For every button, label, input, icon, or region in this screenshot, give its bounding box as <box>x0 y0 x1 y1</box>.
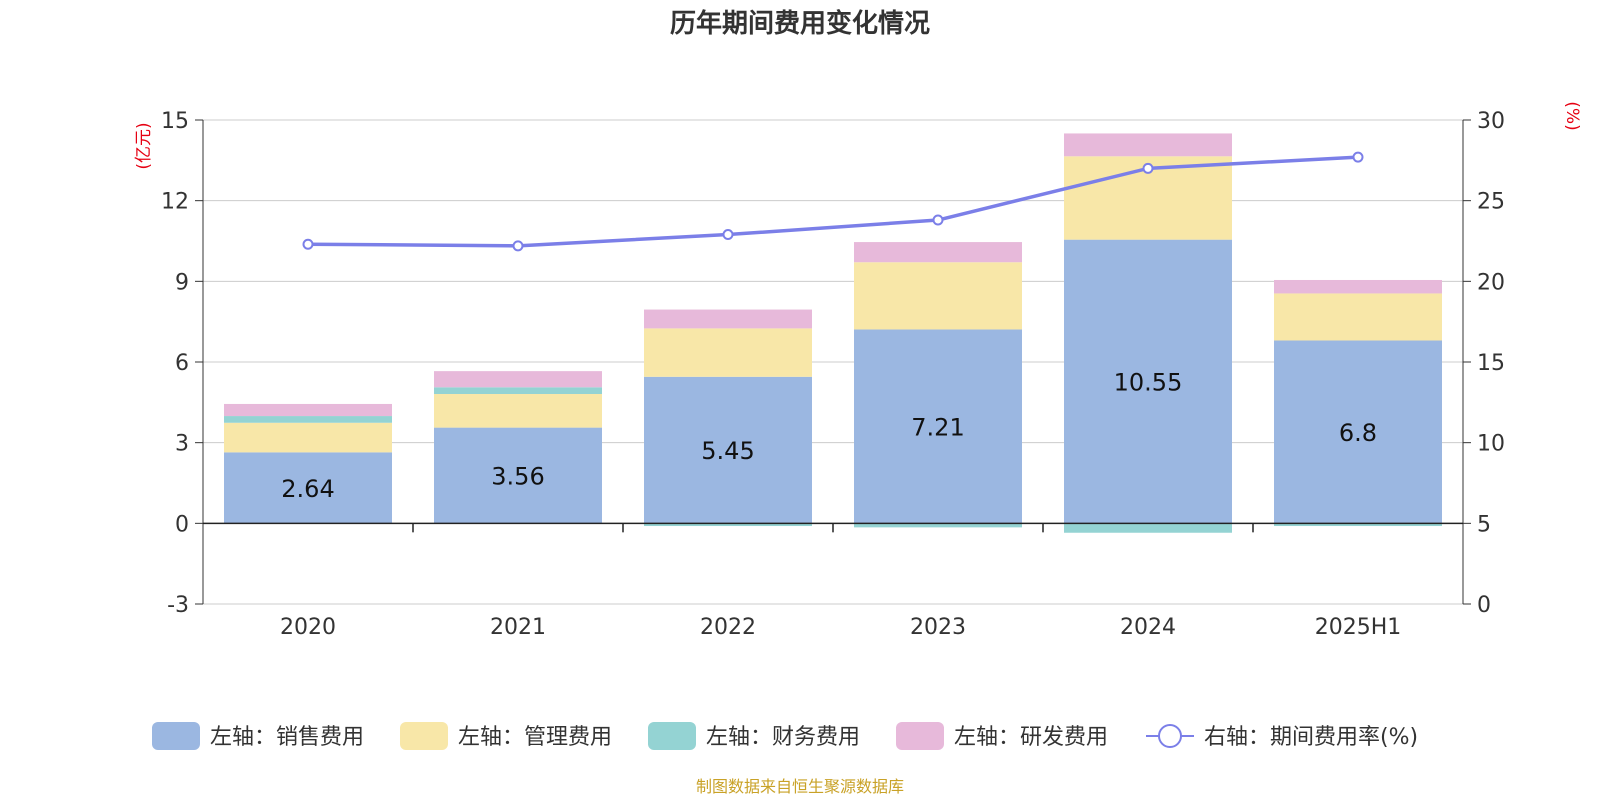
right-tick-label: 30 <box>1477 109 1505 134</box>
rate-point <box>722 229 734 241</box>
right-tick-label: 5 <box>1477 512 1491 537</box>
right-axis-unit: (%) <box>1562 101 1582 130</box>
legend-swatch <box>400 722 448 750</box>
rate-point <box>1142 162 1154 174</box>
bar-segment <box>854 262 1022 330</box>
left-tick-label: 6 <box>175 351 189 376</box>
category-label: 2025H1 <box>1315 615 1402 640</box>
bar-segment <box>1064 239 1232 524</box>
bar-value-label: 6.8 <box>1339 419 1377 447</box>
left-tick-label: 0 <box>175 512 189 537</box>
left-tick-label: 9 <box>175 270 189 295</box>
legend-swatch <box>648 722 696 750</box>
bar-segment <box>644 309 812 329</box>
legend-label: 左轴：销售费用 <box>210 725 364 750</box>
right-tick-label: 20 <box>1477 270 1505 295</box>
chart-title: 历年期间费用变化情况 <box>670 8 930 39</box>
bar-value-label: 3.56 <box>491 462 544 490</box>
bar-segment <box>224 422 392 453</box>
rate-point <box>932 214 944 226</box>
legend-label: 右轴：期间费用率(%) <box>1204 725 1418 750</box>
legend-swatch <box>896 722 944 750</box>
bar-value-label: 2.64 <box>281 475 334 503</box>
bar-segment <box>854 523 1022 528</box>
left-tick-label: -3 <box>167 593 189 618</box>
bar-segment <box>224 452 392 524</box>
legend-label: 左轴：财务费用 <box>706 725 860 750</box>
rate-point <box>512 240 524 252</box>
bar-value-labels: 2.64 3.56 5.45 7.21 10.55 6.8 <box>281 368 1377 502</box>
bar-segment <box>1274 279 1442 294</box>
bar-segment <box>1274 523 1442 527</box>
bar-segment <box>434 371 602 388</box>
bar-segment <box>434 427 602 524</box>
left-tick-label: 3 <box>175 432 189 457</box>
category-label: 2020 <box>280 615 336 640</box>
line-area <box>302 151 1364 252</box>
category-label: 2022 <box>700 615 756 640</box>
bar-segment <box>854 329 1022 524</box>
legend-label: 左轴：管理费用 <box>458 725 612 750</box>
source-note: 制图数据来自恒生聚源数据库 <box>696 777 904 796</box>
bar-value-label: 7.21 <box>911 413 964 441</box>
rate-point <box>302 238 314 250</box>
bar-segment <box>854 242 1022 263</box>
left-tick-label: 15 <box>161 109 189 134</box>
grid-lines <box>203 119 1463 605</box>
legend: 左轴：销售费用 左轴：管理费用 左轴：财务费用 左轴：研发费用 右轴：期间费用率(%) <box>152 722 1418 750</box>
right-tick-label: 25 <box>1477 190 1505 215</box>
right-tick-label: 15 <box>1477 351 1505 376</box>
bar-segment <box>1064 133 1232 157</box>
bar-segment <box>644 523 812 527</box>
bar-segment <box>1064 523 1232 533</box>
rate-line <box>307 155 1359 248</box>
bar-segment <box>1274 340 1442 524</box>
right-tick-label: 10 <box>1477 432 1505 457</box>
bar-segment <box>434 393 602 428</box>
bar-segment <box>224 403 392 417</box>
legend-marker-icon <box>1158 724 1182 748</box>
rate-point <box>1352 151 1364 163</box>
right-tick-label: 0 <box>1477 593 1491 618</box>
bar-segment <box>434 387 602 394</box>
bar-segment <box>224 416 392 423</box>
left-axis-unit: (亿元) <box>134 122 154 169</box>
category-label: 2024 <box>1120 615 1176 640</box>
legend-swatch <box>152 722 200 750</box>
bar-segment <box>644 328 812 377</box>
left-tick-label: 12 <box>161 190 189 215</box>
bar-area <box>224 133 1442 533</box>
legend-label: 左轴：研发费用 <box>954 725 1108 750</box>
category-label: 2023 <box>910 615 966 640</box>
bar-value-label: 5.45 <box>701 437 754 465</box>
category-label: 2021 <box>490 615 546 640</box>
bar-value-label: 10.55 <box>1114 368 1183 396</box>
bar-segment <box>644 376 812 524</box>
bar-segment <box>1274 293 1442 341</box>
